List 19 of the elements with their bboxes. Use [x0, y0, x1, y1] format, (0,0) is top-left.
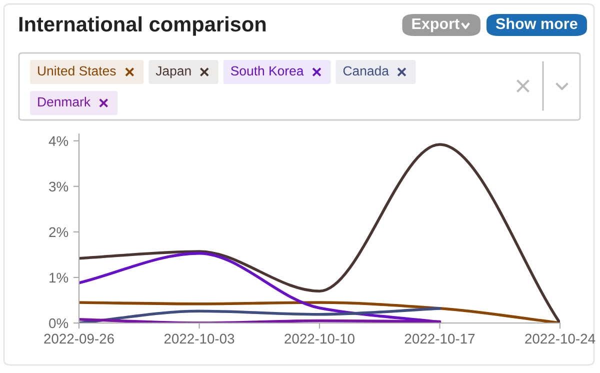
text: Show more [496, 18, 578, 30]
legend-label: South Korea [230, 66, 304, 76]
x-tick-label: 2022-09-26 [44, 334, 114, 344]
x-tick-label: 2022-10-17 [404, 334, 475, 344]
y-tick-label: 4% [48, 136, 68, 146]
legend-label: Denmark [38, 96, 91, 107]
y-tick-label: 2% [49, 227, 68, 238]
x-tick-label: 2022-10-03 [164, 334, 234, 344]
text: Export [412, 18, 460, 32]
chart-title: International comparison [19, 16, 266, 36]
legend-label: Japan [156, 66, 191, 78]
y-tick-label: 3% [49, 182, 68, 192]
legend-label: Canada [343, 66, 389, 76]
y-tick-label: 0% [49, 318, 68, 328]
x-tick-label: 2022-10-24 [525, 334, 596, 344]
y-tick-label: 1% [50, 272, 68, 283]
line-series [79, 307, 442, 323]
x-tick-label: 2022-10-10 [284, 334, 354, 344]
legend-label: United States [38, 66, 116, 76]
